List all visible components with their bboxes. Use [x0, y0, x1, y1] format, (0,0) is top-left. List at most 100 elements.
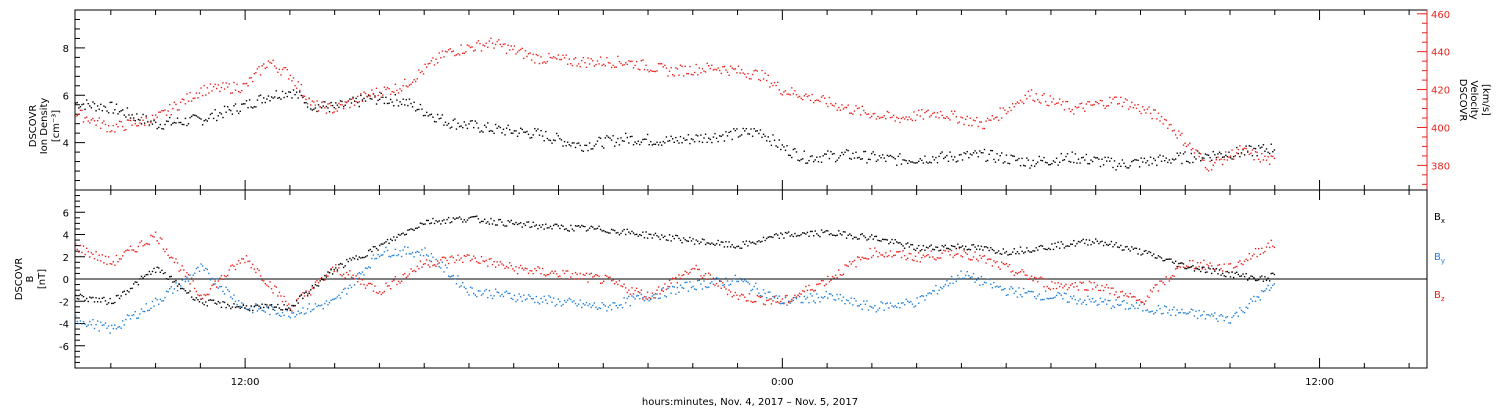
velocity-point	[1063, 109, 1066, 111]
velocity-point	[190, 100, 193, 102]
bz-point	[1052, 287, 1055, 290]
bx-point	[1193, 270, 1196, 272]
velocity-point	[1181, 132, 1183, 135]
bz-point	[1102, 289, 1105, 292]
density-point	[169, 116, 171, 119]
bz-point	[181, 265, 183, 267]
bz-point	[462, 261, 464, 264]
bx-point	[101, 297, 104, 299]
top-left-tick-label: 6	[63, 91, 69, 102]
bz-point	[601, 282, 603, 284]
by-point	[723, 283, 726, 286]
velocity-point	[1120, 96, 1122, 99]
by-point	[1162, 312, 1164, 315]
bz-point	[858, 256, 860, 259]
velocity-point	[458, 54, 461, 56]
density-point	[935, 156, 937, 159]
bx-point	[1007, 254, 1009, 256]
velocity-point	[740, 68, 743, 71]
by-point	[400, 255, 403, 258]
bx-point	[385, 241, 387, 243]
by-point	[653, 294, 655, 296]
bz-point	[581, 278, 583, 280]
bz-point	[1207, 265, 1210, 267]
bz-point	[1040, 276, 1042, 278]
density-point	[888, 155, 890, 158]
bx-point	[639, 233, 641, 236]
bz-point	[1162, 282, 1164, 284]
velocity-point	[109, 131, 111, 133]
velocity-point	[1080, 102, 1083, 105]
bz-point	[408, 273, 411, 275]
velocity-point	[1030, 89, 1033, 91]
density-point	[665, 136, 668, 138]
velocity-point	[1041, 94, 1044, 97]
by-point	[739, 277, 741, 280]
velocity-point	[612, 64, 614, 67]
velocity-point	[236, 83, 238, 86]
density-point	[811, 155, 813, 157]
bz-point	[427, 264, 429, 266]
by-point	[917, 302, 920, 304]
bz-point	[560, 277, 563, 280]
density-point	[126, 107, 129, 109]
bz-point	[129, 245, 132, 247]
bz-point	[966, 253, 968, 255]
by-point	[711, 281, 713, 283]
bx-point	[1146, 252, 1149, 254]
bz-point	[881, 254, 884, 256]
velocity-point	[366, 96, 368, 98]
density-point	[87, 102, 89, 105]
velocity-point	[1221, 163, 1224, 166]
by-point	[181, 279, 183, 281]
velocity-point	[418, 69, 420, 71]
bx-point	[612, 229, 614, 231]
bx-point	[885, 238, 887, 241]
density-point	[1051, 162, 1053, 165]
density-point	[650, 140, 652, 143]
by-point	[341, 291, 343, 294]
x-tick-label: 12:00	[231, 377, 260, 388]
density-point	[363, 97, 365, 100]
velocity-point	[654, 70, 657, 73]
by-point	[126, 314, 129, 316]
by-point	[1212, 315, 1214, 317]
bx-point	[325, 276, 328, 278]
bx-point	[892, 242, 895, 245]
by-point	[990, 283, 992, 285]
velocity-point	[76, 114, 78, 117]
density-point	[427, 115, 429, 117]
by-point	[640, 293, 643, 296]
by-point	[1104, 298, 1106, 301]
velocity-point	[501, 45, 503, 48]
by-point	[624, 302, 627, 304]
density-point	[595, 143, 597, 145]
bz-point	[273, 285, 276, 287]
velocity-point	[1129, 106, 1131, 108]
velocity-point	[292, 77, 295, 79]
density-point	[798, 160, 801, 162]
by-point	[170, 286, 172, 288]
by-point	[1198, 309, 1200, 312]
velocity-point	[750, 78, 752, 80]
by-point	[1270, 287, 1272, 289]
bx-point	[1226, 270, 1229, 273]
velocity-point	[1126, 99, 1128, 101]
bz-point	[415, 270, 417, 273]
velocity-point	[449, 48, 451, 50]
bx-point	[986, 247, 989, 249]
bx-point	[734, 247, 737, 249]
bz-point	[389, 287, 392, 290]
by-point	[599, 307, 602, 310]
density-point	[593, 145, 596, 147]
bz-point	[693, 268, 696, 270]
bx-point	[1091, 241, 1094, 243]
velocity-point	[363, 91, 365, 93]
by-point	[255, 303, 257, 305]
velocity-point	[471, 46, 473, 48]
density-point	[863, 150, 865, 153]
by-point	[891, 305, 893, 307]
bz-point	[700, 275, 702, 277]
legend-item-by: By	[1434, 252, 1445, 265]
velocity-point	[1109, 96, 1111, 99]
